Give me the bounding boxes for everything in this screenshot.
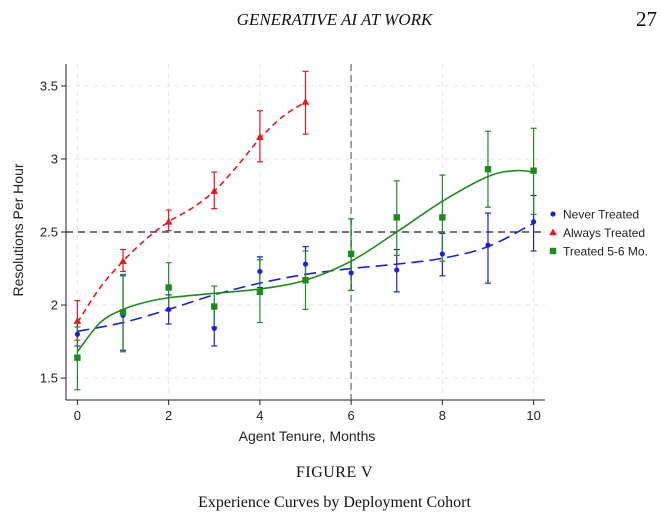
x-tick-label: 10 xyxy=(526,408,540,423)
y-tick-label: 3 xyxy=(51,151,58,166)
x-tick-label: 8 xyxy=(439,408,446,423)
treated-point xyxy=(165,284,172,291)
never-point xyxy=(394,267,400,273)
always-point xyxy=(256,133,264,140)
treated-legend-label: Treated 5-6 Mo. xyxy=(563,245,648,259)
always-point xyxy=(119,257,127,265)
legend: Never Treated Always Treated Treated 5-6 M… xyxy=(549,208,648,259)
treated-point xyxy=(393,214,400,221)
y-axis-label: Resolutions Per Hour xyxy=(10,163,26,296)
treated-point xyxy=(211,303,218,310)
treated-point xyxy=(484,165,492,173)
y-tick-label: 3.5 xyxy=(40,78,58,93)
treated-point xyxy=(74,354,81,361)
never-legend-marker xyxy=(550,211,556,217)
always-point xyxy=(164,217,173,225)
y-tick-label: 2.5 xyxy=(40,225,58,240)
never-point xyxy=(530,219,537,225)
treated-point xyxy=(119,309,127,316)
always-point xyxy=(73,317,82,324)
page-number: 27 xyxy=(636,7,657,31)
treated-point xyxy=(439,214,446,221)
never-point xyxy=(302,261,309,267)
always-fit-line xyxy=(76,101,306,324)
never-point xyxy=(166,306,172,313)
never-legend-label: Never Treated xyxy=(563,208,639,222)
running-head: GENERATIVE AI AT WORK xyxy=(236,10,433,29)
treated-point xyxy=(256,288,264,296)
treated-legend-marker xyxy=(549,247,557,255)
x-tick-label: 6 xyxy=(348,408,355,423)
axes: 0 2 4 6 8 10 1.5 2 2.5 3 3.5 xyxy=(40,64,545,423)
always-point xyxy=(210,187,219,194)
figure-label: FIGURE V xyxy=(295,464,374,481)
always-legend-label: Always Treated xyxy=(563,226,645,240)
y-tick-label: 2 xyxy=(51,298,58,313)
never-point xyxy=(348,270,354,276)
treated-fit-line xyxy=(76,169,534,353)
figure-caption: Experience Curves by Deployment Cohort xyxy=(198,494,471,511)
series-layer xyxy=(73,70,537,391)
never-point xyxy=(485,242,491,248)
treated-point xyxy=(530,167,537,174)
treated-point xyxy=(302,277,309,284)
experience-curves-chart: 0 2 4 6 8 101.522.533.5 Resolutions Per Hour … xyxy=(10,64,648,444)
never-point xyxy=(439,251,445,257)
y-tick-label: 1.5 xyxy=(40,371,58,386)
always-point xyxy=(301,97,310,105)
always-legend-marker xyxy=(549,228,557,236)
never-point xyxy=(257,268,263,275)
never-point xyxy=(74,331,81,337)
x-tick-label: 4 xyxy=(256,408,263,423)
x-axis-label: Agent Tenure, Months xyxy=(239,428,376,444)
x-tick-label: 0 xyxy=(74,408,81,423)
treated-point xyxy=(347,250,355,258)
x-tick-label: 2 xyxy=(165,408,172,423)
never-point xyxy=(211,325,217,332)
